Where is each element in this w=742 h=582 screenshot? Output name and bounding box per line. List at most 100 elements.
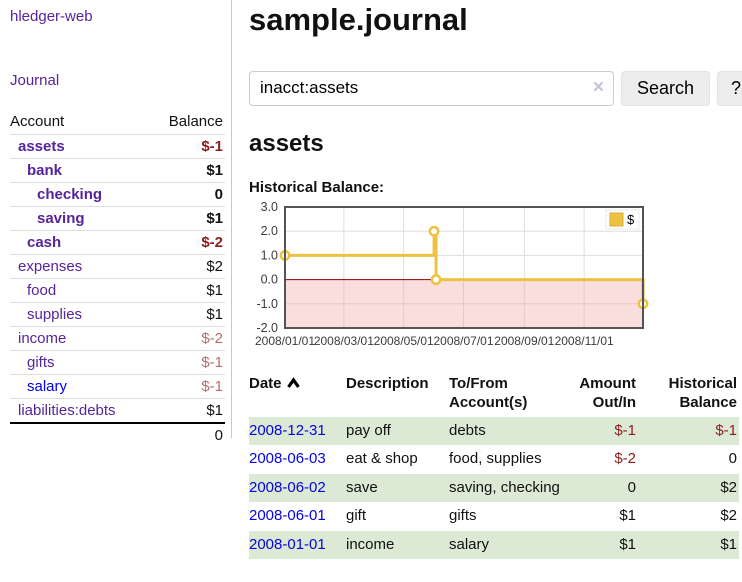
search-button[interactable]: Search xyxy=(621,70,711,106)
register-table: Date Description To/From Account(s) Amou… xyxy=(249,372,739,560)
transaction-balance: $-1 xyxy=(715,421,737,439)
help-button[interactable]: ? xyxy=(717,70,742,106)
register-header-date-label: Date xyxy=(249,374,282,392)
account-row: saving $1 xyxy=(10,206,225,231)
register-header-balance: Historical Balance xyxy=(668,374,737,412)
account-link[interactable]: saving xyxy=(37,210,85,227)
transaction-amount: $-1 xyxy=(614,421,636,439)
account-link[interactable]: gifts xyxy=(27,354,55,371)
page-title: sample.journal xyxy=(249,2,468,37)
transaction-date-link[interactable]: 2008-06-01 xyxy=(249,507,326,525)
account-balance: $2 xyxy=(151,254,225,279)
svg-text:3.0: 3.0 xyxy=(261,202,278,214)
svg-text:1.0: 1.0 xyxy=(261,248,278,262)
account-link[interactable]: liabilities:debts xyxy=(18,402,116,419)
account-balance: 0 xyxy=(151,182,225,207)
account-balance: $-2 xyxy=(151,230,225,255)
sort-ascending-icon xyxy=(286,376,300,388)
register-row: 2008-06-02 save saving, checking 0 $2 xyxy=(249,473,739,503)
account-row: salary $-1 xyxy=(10,374,225,399)
account-row: income $-2 xyxy=(10,326,225,351)
register-header-date[interactable]: Date xyxy=(249,372,346,417)
svg-text:2008/07/01: 2008/07/01 xyxy=(433,334,493,348)
account-link[interactable]: food xyxy=(27,282,57,299)
transaction-amount: $-2 xyxy=(614,450,636,468)
app-title-link[interactable]: hledger-web xyxy=(10,8,93,25)
account-row: expenses $2 xyxy=(10,254,225,279)
account-link[interactable]: income xyxy=(18,330,67,347)
register-row: 2008-06-03 eat & shop food, supplies $-2 0 xyxy=(249,445,739,474)
register-header-description: Description xyxy=(346,374,429,392)
accounts-table-header: Account Balance xyxy=(10,110,225,135)
accounts-table: Account Balance assets $-1 bank $1 checking 0… xyxy=(10,110,225,447)
account-link[interactable]: expenses xyxy=(18,258,83,275)
search-input[interactable] xyxy=(249,70,614,106)
account-link[interactable]: cash xyxy=(27,234,62,251)
account-balance: $1 xyxy=(151,278,225,303)
account-row: supplies $1 xyxy=(10,302,225,327)
account-row: food $1 xyxy=(10,278,225,303)
transaction-date-link[interactable]: 2008-06-03 xyxy=(249,450,326,468)
svg-text:-2.0: -2.0 xyxy=(256,321,278,335)
search-form: × Search ? xyxy=(249,70,742,106)
register-row: 2008-12-31 pay off debts $-1 $-1 xyxy=(249,416,739,446)
transaction-date-link[interactable]: 2008-12-31 xyxy=(249,421,326,439)
transaction-date-link[interactable]: 2008-01-01 xyxy=(249,535,326,553)
sidebar-item-journal[interactable]: Journal xyxy=(10,72,60,89)
account-row: liabilities:debts $1 xyxy=(10,398,225,423)
account-row: gifts $-1 xyxy=(10,350,225,375)
register-table-body: 2008-12-31 pay off debts $-1 $-1 2008-06-03 ea… xyxy=(249,416,739,560)
transaction-accounts: debts xyxy=(449,421,486,439)
account-balance: $-1 xyxy=(151,374,225,399)
accounts-total-row: 0 xyxy=(10,422,225,447)
sidebar: hledger-web Journal Account Balance asse… xyxy=(0,0,232,447)
clear-search-icon[interactable]: × xyxy=(592,76,604,98)
account-link[interactable]: salary xyxy=(27,378,68,395)
account-balance: $1 xyxy=(151,206,225,231)
svg-text:2008/01/01: 2008/01/01 xyxy=(255,334,315,348)
account-link[interactable]: assets xyxy=(18,138,65,155)
chart-heading: Historical Balance: xyxy=(249,178,385,196)
transaction-date-link[interactable]: 2008-06-02 xyxy=(249,478,326,496)
transaction-balance: $2 xyxy=(720,478,737,496)
account-row: bank $1 xyxy=(10,158,225,183)
transaction-description: save xyxy=(346,478,378,496)
account-link[interactable]: checking xyxy=(37,186,103,203)
transaction-description: income xyxy=(346,535,395,553)
register-header-amount: Amount Out/In xyxy=(579,374,636,412)
transaction-description: pay off xyxy=(346,421,391,439)
transaction-amount: 0 xyxy=(627,478,636,496)
accounts-total-value: 0 xyxy=(151,422,225,447)
account-balance: $-1 xyxy=(151,350,225,375)
transaction-accounts: gifts xyxy=(449,507,477,525)
transaction-description: eat & shop xyxy=(346,450,418,468)
transaction-accounts: food, supplies xyxy=(449,450,542,468)
accounts-header-balance: Balance xyxy=(168,113,223,130)
transaction-amount: $1 xyxy=(619,535,636,553)
search-input-wrap: × xyxy=(249,70,614,106)
transaction-amount: $1 xyxy=(619,507,636,525)
account-row: cash $-2 xyxy=(10,230,225,255)
svg-text:$: $ xyxy=(627,212,635,227)
transaction-balance: $2 xyxy=(720,507,737,525)
main-content: sample.journal × Search ? assets Histori… xyxy=(232,0,742,560)
accounts-header-account: Account xyxy=(10,113,65,130)
register-row: 2008-06-01 gift gifts $1 $2 xyxy=(249,502,739,531)
transaction-balance: 0 xyxy=(728,450,737,468)
account-balance: $-2 xyxy=(151,326,225,351)
account-link[interactable]: supplies xyxy=(27,306,83,323)
transaction-balance: $1 xyxy=(720,535,737,553)
account-balance: $-1 xyxy=(151,134,225,159)
account-balance: $1 xyxy=(151,158,225,183)
register-header-row: Date Description To/From Account(s) Amou… xyxy=(249,372,739,417)
svg-text:2008/03/01: 2008/03/01 xyxy=(314,334,374,348)
svg-text:2.0: 2.0 xyxy=(261,224,278,238)
account-balance: $1 xyxy=(151,398,225,423)
svg-text:2008/05/01: 2008/05/01 xyxy=(374,334,434,348)
svg-text:2008/11/01: 2008/11/01 xyxy=(555,334,614,348)
account-title: assets xyxy=(249,129,324,157)
account-balance: $1 xyxy=(151,302,225,327)
account-link[interactable]: bank xyxy=(27,162,63,179)
app: hledger-web Journal Account Balance asse… xyxy=(0,0,742,560)
svg-text:0.0: 0.0 xyxy=(261,272,278,286)
